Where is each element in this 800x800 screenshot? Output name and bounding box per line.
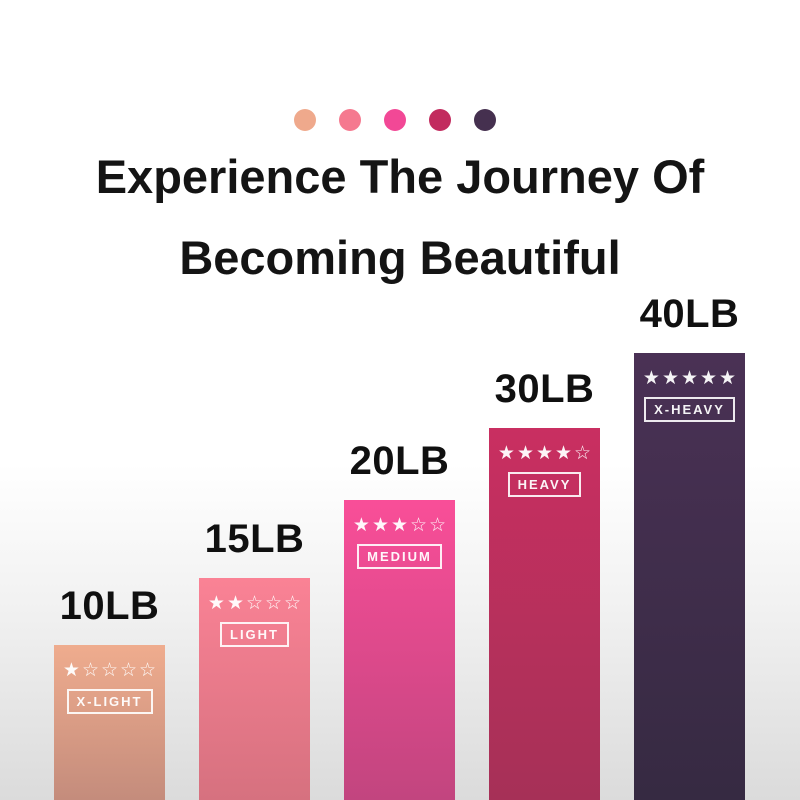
bar-15lb: ★★☆☆☆ LIGHT: [199, 578, 310, 800]
bar-weight-label: 20LB: [349, 439, 450, 483]
bar-20lb: ★★★☆☆ MEDIUM: [344, 500, 455, 800]
bar-weight-label: 30LB: [494, 367, 595, 411]
bar-group-30lb: 30LB ★★★★☆ HEAVY: [489, 367, 600, 800]
palette-dot-x-light: [294, 109, 316, 131]
bar-weight-label: 40LB: [639, 292, 740, 336]
title-line-2: Becoming Beautiful: [179, 231, 621, 284]
grade-badge: LIGHT: [220, 622, 289, 647]
page-title: Experience The Journey Of Becoming Beaut…: [0, 136, 800, 298]
bar-40lb: ★★★★★ X-HEAVY: [634, 353, 745, 800]
star-rating: ★★★★☆: [497, 442, 594, 464]
bar-weight-label: 15LB: [204, 517, 305, 561]
bar-group-20lb: 20LB ★★★☆☆ MEDIUM: [344, 439, 455, 800]
star-rating: ★★★☆☆: [352, 514, 449, 536]
bar-30lb: ★★★★☆ HEAVY: [489, 428, 600, 800]
bar-weight-label: 10LB: [59, 584, 160, 628]
color-palette-dots: [0, 109, 800, 131]
grade-badge: MEDIUM: [357, 544, 442, 569]
bar-group-40lb: 40LB ★★★★★ X-HEAVY: [634, 292, 745, 800]
grade-badge: X-HEAVY: [644, 397, 735, 422]
bar-group-10lb: 10LB ★☆☆☆☆ X-LIGHT: [54, 584, 165, 800]
star-rating: ★☆☆☆☆: [62, 659, 159, 681]
star-rating: ★★★★★: [642, 367, 739, 389]
palette-dot-x-heavy: [474, 109, 496, 131]
star-rating: ★★☆☆☆: [207, 592, 304, 614]
grade-badge: HEAVY: [507, 472, 582, 497]
palette-dot-light: [339, 109, 361, 131]
bar-chart: 10LB ★☆☆☆☆ X-LIGHT 15LB ★★☆☆☆ LIGHT 20LB…: [54, 292, 745, 800]
bar-group-15lb: 15LB ★★☆☆☆ LIGHT: [199, 517, 310, 800]
title-line-1: Experience The Journey Of: [95, 150, 705, 203]
palette-dot-heavy: [429, 109, 451, 131]
palette-dot-medium: [384, 109, 406, 131]
bar-10lb: ★☆☆☆☆ X-LIGHT: [54, 645, 165, 800]
grade-badge: X-LIGHT: [66, 689, 153, 714]
